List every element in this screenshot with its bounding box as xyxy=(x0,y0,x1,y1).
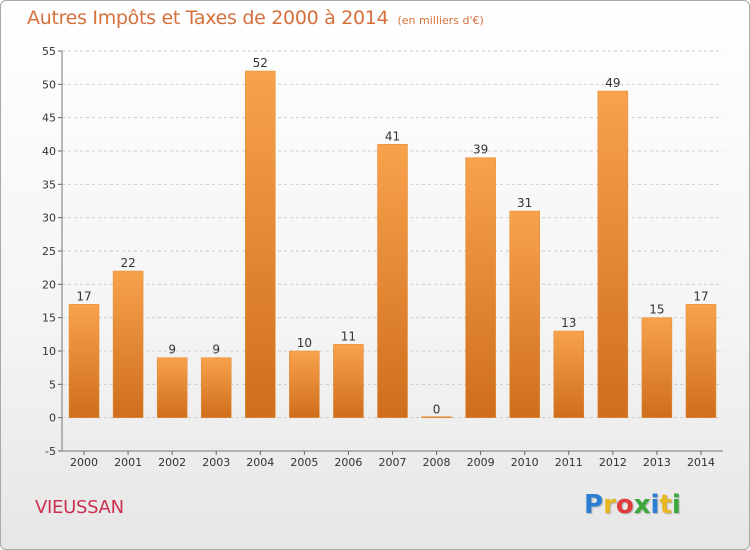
bar-2012[interactable] xyxy=(597,90,629,418)
x-tick-label: 2000 xyxy=(70,456,98,469)
data-label: 41 xyxy=(385,129,400,143)
y-tick-labels: -5 0 5 10 15 20 25 30 35 40 45 50 55 xyxy=(42,45,56,458)
x-tick-label: 2001 xyxy=(114,456,142,469)
data-label: 9 xyxy=(212,343,220,357)
data-label: 10 xyxy=(297,336,312,350)
x-tick-label: 2002 xyxy=(158,456,186,469)
logo-letter: r xyxy=(603,490,616,520)
bar-2005[interactable] xyxy=(289,350,320,418)
bar-2004[interactable] xyxy=(245,70,276,418)
bar-2003[interactable] xyxy=(200,357,232,418)
bar-2008[interactable] xyxy=(421,416,452,418)
axes xyxy=(58,50,723,455)
bar-2007[interactable] xyxy=(377,144,408,418)
x-tick-label: 2004 xyxy=(246,456,274,469)
data-label: 31 xyxy=(517,196,532,210)
x-tick-label: 2003 xyxy=(202,456,230,469)
logo-letter: i xyxy=(650,490,660,520)
y-tick-label: 25 xyxy=(42,245,56,258)
x-tick-label: 2013 xyxy=(643,456,671,469)
y-tick-label: 20 xyxy=(42,278,56,291)
logo-letter: x xyxy=(633,490,651,520)
x-tick-label: 2010 xyxy=(511,456,539,469)
data-label: 9 xyxy=(168,343,176,357)
y-tick-label: 0 xyxy=(49,412,56,425)
x-tick-label: 2009 xyxy=(467,456,495,469)
bar-2009[interactable] xyxy=(465,157,496,418)
y-tick-label: 15 xyxy=(42,312,56,325)
bar-2013[interactable] xyxy=(641,317,673,418)
proxiti-logo[interactable]: Proxiti xyxy=(584,490,681,520)
y-tick-label: 40 xyxy=(42,145,56,158)
x-tick-label: 2014 xyxy=(687,456,715,469)
y-tick-label: 30 xyxy=(42,212,56,225)
bar-2001[interactable] xyxy=(112,270,144,418)
chart-title-block: Autres Impôts et Taxes de 2000 à 2014 (e… xyxy=(27,7,484,29)
y-tick-label: 10 xyxy=(42,345,56,358)
data-label: 49 xyxy=(605,76,620,90)
bar-2010[interactable] xyxy=(509,210,540,418)
logo-letter: o xyxy=(615,490,634,520)
chart-subtitle: (en milliers d'€) xyxy=(397,14,484,27)
bar-2011[interactable] xyxy=(553,330,585,418)
x-tick-label: 2011 xyxy=(555,456,583,469)
bar-2000[interactable] xyxy=(68,304,100,418)
x-tick-labels: 2000 2001 2002 2003 2004 2005 2006 2007 2008 2009… xyxy=(70,456,715,469)
data-label: 39 xyxy=(473,143,488,157)
x-tick-label: 2007 xyxy=(379,456,407,469)
logo-letter: P xyxy=(584,490,604,520)
bar-2002[interactable] xyxy=(156,357,188,418)
x-tick-label: 2005 xyxy=(290,456,318,469)
y-tick-label: -5 xyxy=(45,445,56,458)
data-label: 17 xyxy=(693,289,708,303)
y-tick-label: 50 xyxy=(42,78,56,91)
x-tick-label: 2006 xyxy=(334,456,362,469)
chart-title: Autres Impôts et Taxes de 2000 à 2014 xyxy=(27,7,389,29)
place-name: VIEUSSAN xyxy=(35,497,124,518)
y-tick-label: 35 xyxy=(42,178,56,191)
data-label: 13 xyxy=(561,316,576,330)
bar-2006[interactable] xyxy=(333,344,364,418)
y-tick-label: 55 xyxy=(42,45,56,58)
bar-2014[interactable] xyxy=(685,304,717,418)
x-tick-label: 2012 xyxy=(599,456,627,469)
data-label: 15 xyxy=(649,303,664,317)
data-label: 52 xyxy=(253,56,268,70)
bars xyxy=(68,70,717,418)
x-tick-label: 2008 xyxy=(423,456,451,469)
data-label: 17 xyxy=(76,289,91,303)
data-label: 0 xyxy=(433,403,441,417)
data-labels: 17 22 9 9 52 10 11 41 0 39 31 13 49 15 17 xyxy=(76,56,708,417)
data-label: 22 xyxy=(120,256,135,270)
logo-letter: t xyxy=(659,490,672,520)
logo-letter: i xyxy=(671,490,681,520)
y-tick-label: 5 xyxy=(49,378,56,391)
y-tick-label: 45 xyxy=(42,112,56,125)
data-label: 11 xyxy=(341,329,356,343)
